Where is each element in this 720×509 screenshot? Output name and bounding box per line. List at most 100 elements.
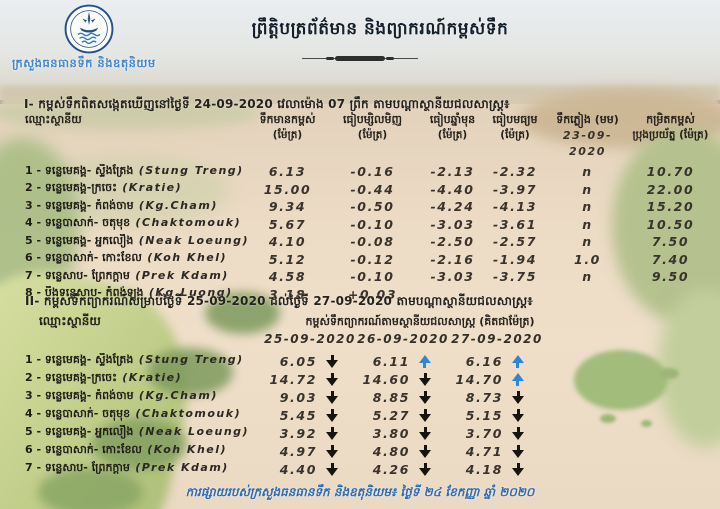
forecast-table-row: 2 - ទន្លេមេគង្គ-ក្រចេះ (Kratie) 14.72 14… [25, 370, 685, 388]
rainfall-value: 1.0 [574, 251, 601, 267]
station-name: 5 - ទន្លេមេគង្គ- អ្នកលឿង (Neak Loeung) [25, 233, 250, 247]
column-header-station: ឈ្មោះស្ថានីយ [39, 314, 101, 328]
trend-arrow-icon [326, 408, 338, 422]
rainfall-value: n [582, 181, 593, 197]
alert-level-value: 10.70 [646, 164, 695, 180]
column-header-level: ទឹកមានកម្ពស់ (ម៉ែត្រ) [259, 113, 316, 141]
trend-arrow-icon [512, 444, 524, 458]
forecast-table-row: 1 - ទន្លេមេគង្គ- ស្ទឹងត្រែង (Stung Treng… [25, 352, 685, 370]
vs-average-value: -1.94 [492, 251, 538, 267]
station-name: 2 - ទន្លេមេគង្គ-ក្រចេះ (Kratie) [25, 371, 183, 384]
station-name: 8 - បឹងទន្លេសាប- កំពង់ឡូង (Kg.Luong) [25, 286, 233, 300]
water-level-value: 3.18 [268, 286, 307, 302]
vs-yesterday-value: -0.10 [350, 216, 395, 232]
observed-table-row: 2 - ទន្លេមេគង្គ-ក្រចេះ (Kratie) 15.00 -0… [25, 180, 711, 198]
rainfall-value: n [582, 199, 593, 215]
water-level-value: 5.12 [268, 251, 307, 267]
background-sky [0, 0, 720, 100]
vs-last-year-value: -4.40 [430, 181, 475, 197]
vs-yesterday-value: -0.08 [350, 234, 395, 250]
station-name: 2 - ទន្លេមេគង្គ-ក្រចេះ (Kratie) [25, 181, 183, 195]
forecast-value-day2: 3.80 [348, 424, 443, 442]
forecast-value-day1: 4.40 [255, 460, 350, 478]
observed-table-row: 5 - ទន្លេមេគង្គ- អ្នកលឿង (Neak Loeung) 4… [25, 233, 711, 251]
vs-last-year-value: -2.16 [430, 251, 475, 267]
alert-level-value: 15.20 [646, 199, 695, 215]
forecast-value-day1: 4.97 [255, 442, 350, 460]
ministry-seal-icon [64, 4, 114, 54]
trend-arrow-icon [326, 390, 338, 404]
water-level-value: 9.34 [268, 199, 307, 215]
vs-yesterday-value: -0.44 [350, 181, 395, 197]
vegetation-patch [0, 96, 260, 130]
forecast-value-day2: 8.85 [348, 388, 443, 406]
forecast-value-day1: 9.03 [255, 388, 350, 406]
trend-arrow-icon [326, 354, 338, 368]
forecast-value-day2: 4.80 [348, 442, 443, 460]
trend-arrow-icon [419, 372, 431, 386]
observed-table-row: 7 - ទន្លេសាប- ព្រែកក្តាម (Prek Kdam) 4.5… [25, 268, 711, 286]
station-name: 4 - ទន្លេបាសាក់- ចតុមុខ (Chaktomouk) [25, 407, 242, 420]
forecast-table-body: 1 - ទន្លេមេគង្គ- ស្ទឹងត្រែង (Stung Treng… [25, 352, 685, 478]
observed-section-heading: I- កម្ពស់ទឹកពិតសង្កេតឃើញនៅថ្ងៃទី 24-09-2… [24, 97, 510, 111]
water-level-value: 5.67 [268, 216, 307, 232]
forecast-value-day1: 14.72 [255, 370, 350, 388]
rainfall-value: n [582, 164, 593, 180]
forecast-value-day2: 14.60 [348, 370, 443, 388]
trend-arrow-icon [419, 390, 431, 404]
observed-table-body: 1 - ទន្លេមេគង្គ- ស្ទឹងត្រែង (Stung Treng… [25, 163, 711, 303]
vs-average-value: -3.97 [492, 181, 538, 197]
alert-level-value: 7.50 [651, 234, 690, 250]
column-header-rainfall: ទឹកភ្លៀង (មម) 23-09-2020 [556, 113, 619, 158]
alert-level-value: 22.00 [646, 181, 695, 197]
vs-average-value: -3.61 [492, 216, 538, 232]
forecast-value-day1: 6.05 [255, 352, 350, 370]
trend-arrow-icon [326, 372, 338, 386]
observed-table-row: 1 - ទន្លេមេគង្គ- ស្ទឹងត្រែង (Stung Treng… [25, 163, 711, 181]
forecast-value-day2: 5.27 [348, 406, 443, 424]
vs-average-value: -4.13 [492, 199, 538, 215]
rainfall-value: n [582, 269, 593, 285]
ministry-name: ក្រសួងធនធានទឹក និងឧតុនិយម [12, 56, 156, 70]
vegetation-patch [148, 348, 233, 396]
forecast-date-headers: 25-09-2020 26-09-2020 27-09-2020 [25, 332, 685, 348]
page-title: ព្រឹត្តិបត្រព័ត៌មាន និងព្យាករណ៍កម្ពស់ទឹក [251, 19, 509, 39]
background-island [574, 350, 668, 410]
vs-last-year-value: -2.50 [430, 234, 475, 250]
vs-last-year-value: -2.13 [430, 164, 475, 180]
forecast-value-day3: 5.15 [441, 406, 536, 424]
station-name: 1 - ទន្លេមេគង្គ- ស្ទឹងត្រែង (Stung Treng… [25, 163, 244, 177]
background-islet [660, 368, 679, 379]
station-name: 4 - ទន្លេបាសាក់- ចតុមុខ (Chaktomouk) [25, 216, 242, 230]
trend-arrow-icon [512, 408, 524, 422]
trend-arrow-icon [512, 372, 524, 386]
rainfall-value: n [582, 234, 593, 250]
observed-table-header: ឈ្មោះស្ថានីយ ទឹកមានកម្ពស់ (ម៉ែត្រ) ធៀបម្… [25, 112, 711, 160]
vs-last-year-value: -3.03 [430, 269, 475, 285]
forecast-value-day3: 8.73 [441, 388, 536, 406]
trend-arrow-icon [419, 426, 431, 440]
station-name: 7 - ទន្លេសាប- ព្រែកក្តាម (Prek Kdam) [25, 461, 229, 474]
forecast-value-day3: 14.70 [441, 370, 536, 388]
trend-arrow-icon [419, 444, 431, 458]
forecast-table-row: 4 - ទន្លេបាសាក់- ចតុមុខ (Chaktomouk) 5.4… [25, 406, 685, 424]
station-name: 1 - ទន្លេមេគង្គ- ស្ទឹងត្រែង (Stung Treng… [25, 353, 244, 366]
trend-arrow-icon [512, 426, 524, 440]
trend-arrow-icon [326, 462, 338, 476]
vs-yesterday-value: -0.12 [350, 251, 395, 267]
vs-yesterday-value: -0.16 [350, 164, 395, 180]
vs-last-year-value: -3.03 [430, 216, 475, 232]
forecast-value-day1: 3.92 [255, 424, 350, 442]
forecast-date-2: 26-09-2020 [357, 332, 449, 346]
vegetation-patch [92, 418, 187, 470]
trend-arrow-icon [512, 354, 524, 368]
trend-arrow-icon [512, 390, 524, 404]
forecast-value-day2: 6.11 [348, 352, 443, 370]
forecast-value-day3: 3.70 [441, 424, 536, 442]
forecast-table-row: 5 - ទន្លេមេគង្គ- អ្នកលឿង (Neak Loeung) 3… [25, 424, 685, 442]
trend-arrow-icon [419, 462, 431, 476]
column-header-station: ឈ្មោះស្ថានីយ [25, 113, 82, 126]
column-header-alert-level: កម្រិតកម្ពស់ ប្រុងប្រយ័ត្ន (ម៉ែត្រ) [632, 113, 709, 141]
forecast-value-day2: 4.26 [348, 460, 443, 478]
